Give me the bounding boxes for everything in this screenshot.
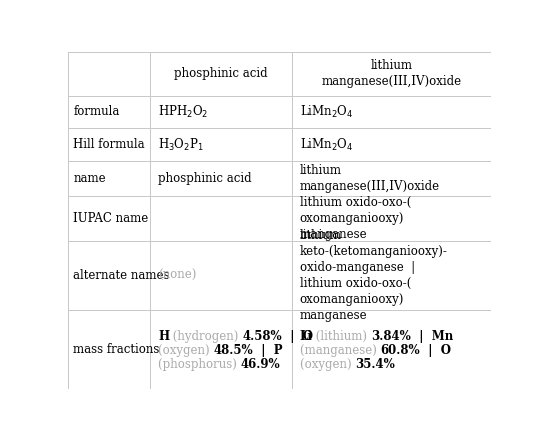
Text: (oxygen): (oxygen) <box>300 358 355 371</box>
Text: Hill formula: Hill formula <box>73 138 145 151</box>
Text: Li: Li <box>300 330 312 343</box>
Text: H$_3$O$_2$P$_1$: H$_3$O$_2$P$_1$ <box>158 136 204 153</box>
Text: 48.5%: 48.5% <box>214 344 253 357</box>
Text: |  O: | O <box>420 344 451 357</box>
Text: 46.9%: 46.9% <box>241 358 280 371</box>
Text: H: H <box>158 330 169 343</box>
Text: |  O: | O <box>282 330 313 343</box>
Text: (oxygen): (oxygen) <box>158 344 214 357</box>
Text: 3.84%: 3.84% <box>371 330 411 343</box>
Text: (none): (none) <box>158 269 196 282</box>
Text: LiMn$_2$O$_4$: LiMn$_2$O$_4$ <box>300 136 353 153</box>
Text: alternate names: alternate names <box>73 269 169 282</box>
Text: (phosphorus): (phosphorus) <box>158 358 241 371</box>
Text: formula: formula <box>73 105 119 118</box>
Text: (lithium): (lithium) <box>312 330 371 343</box>
Text: HPH$_2$O$_2$: HPH$_2$O$_2$ <box>158 104 208 120</box>
Text: 4.58%: 4.58% <box>243 330 282 343</box>
Text: (hydrogen): (hydrogen) <box>169 330 243 343</box>
Text: IUPAC name: IUPAC name <box>73 212 148 225</box>
Text: phosphinic acid: phosphinic acid <box>158 172 252 185</box>
Text: lithium oxido-oxo-(
oxomanganiooxy)
manganese: lithium oxido-oxo-( oxomanganiooxy) mang… <box>300 196 411 241</box>
Text: name: name <box>73 172 106 185</box>
Text: (manganese): (manganese) <box>300 344 380 357</box>
Text: lithium
keto-(ketomanganiooxy)-
oxido-manganese  |
lithium oxido-oxo-(
oxomangan: lithium keto-(ketomanganiooxy)- oxido-ma… <box>300 229 447 322</box>
Text: lithium
manganese(III,IV)oxide: lithium manganese(III,IV)oxide <box>321 59 461 88</box>
Text: |  Mn: | Mn <box>411 330 453 343</box>
Text: lithium
manganese(III,IV)oxide: lithium manganese(III,IV)oxide <box>300 164 440 193</box>
Text: 35.4%: 35.4% <box>355 358 395 371</box>
Text: mass fractions: mass fractions <box>73 343 160 356</box>
Text: phosphinic acid: phosphinic acid <box>174 67 268 80</box>
Text: LiMn$_2$O$_4$: LiMn$_2$O$_4$ <box>300 104 353 120</box>
Text: |  P: | P <box>253 344 283 357</box>
Text: 60.8%: 60.8% <box>380 344 420 357</box>
